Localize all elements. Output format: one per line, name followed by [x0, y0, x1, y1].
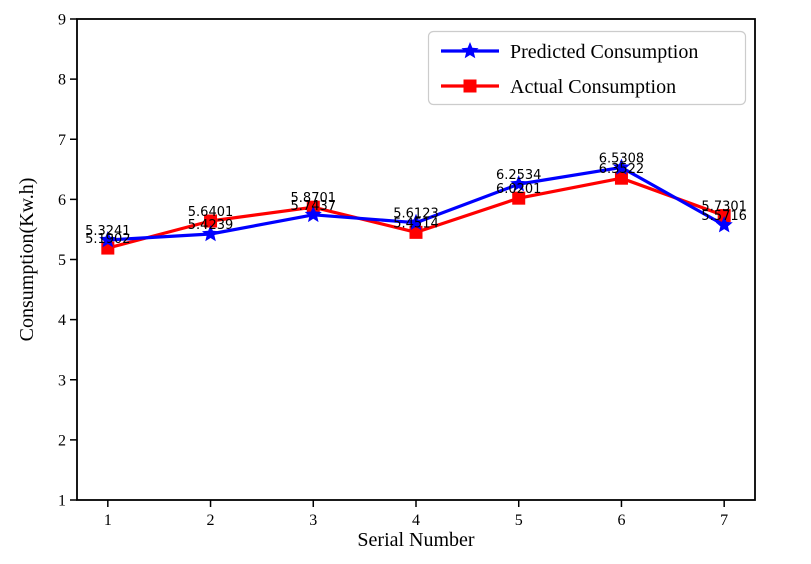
y-tick-label: 4 — [58, 312, 66, 329]
point-label: 5.7437 — [291, 199, 337, 214]
y-tick-label: 2 — [58, 432, 66, 449]
square-marker-icon — [512, 191, 526, 205]
star-marker-icon — [304, 205, 322, 223]
y-tick-label: 5 — [58, 252, 66, 269]
point-label: 5.7301 — [701, 200, 747, 215]
y-tick-label: 6 — [58, 192, 66, 209]
y-tick-label: 1 — [58, 493, 66, 510]
legend-label-predicted: Predicted Consumption — [510, 41, 698, 63]
x-tick-label: 2 — [207, 512, 215, 529]
point-label: 6.2534 — [496, 168, 542, 183]
point-labels-layer: 5.1902 5.6401 5.8701 5.4514 6.0201 6.3522 5.73… — [85, 151, 747, 247]
point-label: 5.3241 — [85, 224, 131, 239]
x-tick-label: 1 — [104, 512, 112, 529]
legend: Predicted Consumption Actual Consumption — [427, 30, 747, 106]
x-tick-label: 7 — [720, 512, 728, 529]
square-marker-icon — [463, 79, 477, 93]
series-layer — [99, 158, 733, 255]
point-label: 6.0201 — [496, 182, 542, 197]
star-marker-icon — [99, 231, 117, 248]
star-marker-icon — [407, 213, 425, 230]
legend-border — [427, 30, 747, 106]
square-marker-icon — [409, 225, 423, 239]
point-label: 5.8701 — [291, 191, 337, 206]
square-marker-icon — [717, 209, 731, 223]
point-label: 5.5716 — [701, 209, 747, 224]
plot-frame — [76, 18, 756, 501]
square-marker-icon — [614, 171, 628, 185]
y-axis-title: Consumption(Kw.h) — [16, 178, 38, 342]
x-tick-label: 3 — [309, 512, 317, 529]
point-label: 5.4514 — [393, 216, 439, 231]
star-marker-icon — [201, 225, 220, 242]
point-label: 6.3522 — [599, 162, 645, 177]
point-label: 5.6401 — [188, 205, 234, 220]
y-tick-label: 7 — [58, 132, 66, 149]
point-label: 5.4239 — [188, 218, 234, 233]
point-label: 6.5308 — [599, 151, 645, 166]
x-tick-label: 5 — [515, 512, 523, 529]
star-marker-icon — [612, 158, 631, 175]
star-marker-icon — [715, 216, 733, 233]
point-label: 5.6123 — [393, 207, 439, 222]
x-tick-label: 6 — [617, 512, 625, 529]
legend-item-actual: Actual Consumption — [441, 76, 676, 98]
y-tick-label: 9 — [58, 12, 66, 29]
x-axis-title: Serial Number — [357, 529, 475, 551]
y-tick-label: 3 — [58, 372, 66, 389]
x-tick-label: 4 — [412, 512, 420, 529]
star-marker-icon — [510, 175, 528, 192]
legend-item-predicted: Predicted Consumption — [441, 41, 698, 63]
legend-label-actual: Actual Consumption — [510, 76, 676, 98]
y-tick-label: 8 — [58, 72, 66, 89]
axis-ticks: 1 2 3 4 5 6 7 8 9 1 2 3 4 5 6 7 — [58, 12, 728, 530]
star-marker-icon — [461, 42, 479, 59]
square-marker-icon — [204, 214, 218, 228]
point-label: 5.1902 — [85, 232, 131, 247]
